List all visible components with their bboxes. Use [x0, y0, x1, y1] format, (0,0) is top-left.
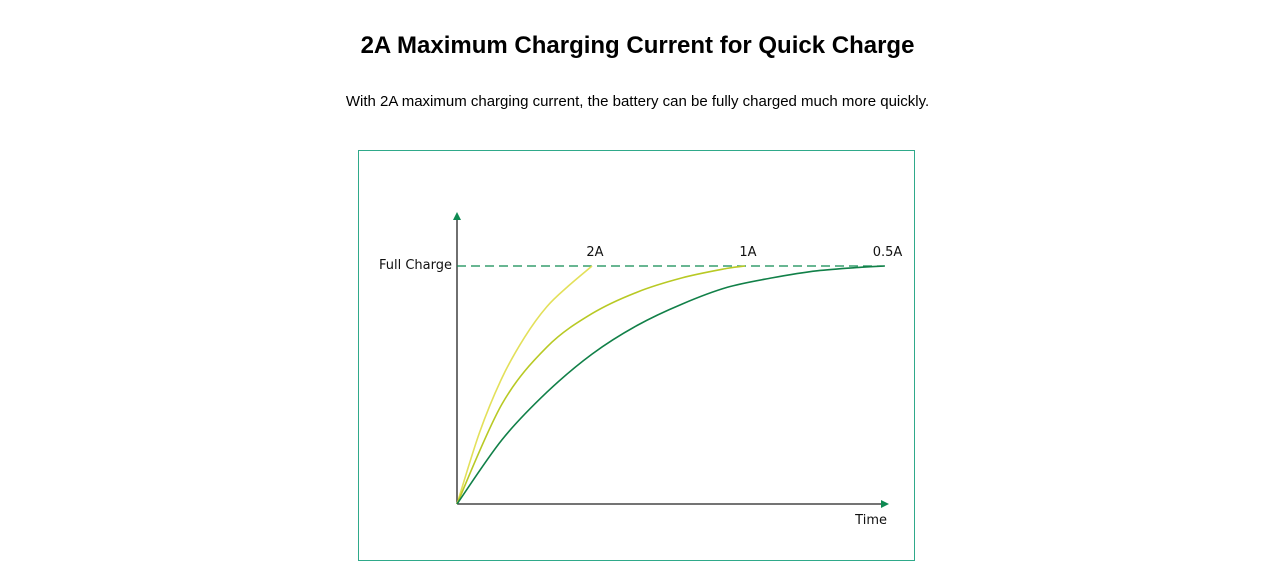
series-layer: 2A 1A 0.5A [456, 245, 903, 505]
x-axis-arrow-icon [881, 500, 889, 508]
series-line-0-5a [456, 265, 885, 505]
charging-curve-chart: Full Charge Time 2A 1A 0.5A [379, 212, 903, 528]
series-label-1a: 1A [739, 245, 756, 260]
chart-frame: Full Charge Time 2A 1A 0.5A [358, 150, 915, 561]
series-line-1a [456, 265, 746, 505]
full-charge-label: Full Charge [379, 258, 452, 273]
x-axis-label: Time [854, 513, 887, 528]
series-label-0-5a: 0.5A [873, 245, 903, 260]
page-subtitle: With 2A maximum charging current, the ba… [345, 93, 930, 110]
series-label-2a: 2A [586, 245, 603, 260]
page-title: 2A Maximum Charging Current for Quick Ch… [360, 32, 915, 59]
series-line-2a [456, 265, 593, 505]
y-axis-arrow-icon [453, 212, 461, 220]
